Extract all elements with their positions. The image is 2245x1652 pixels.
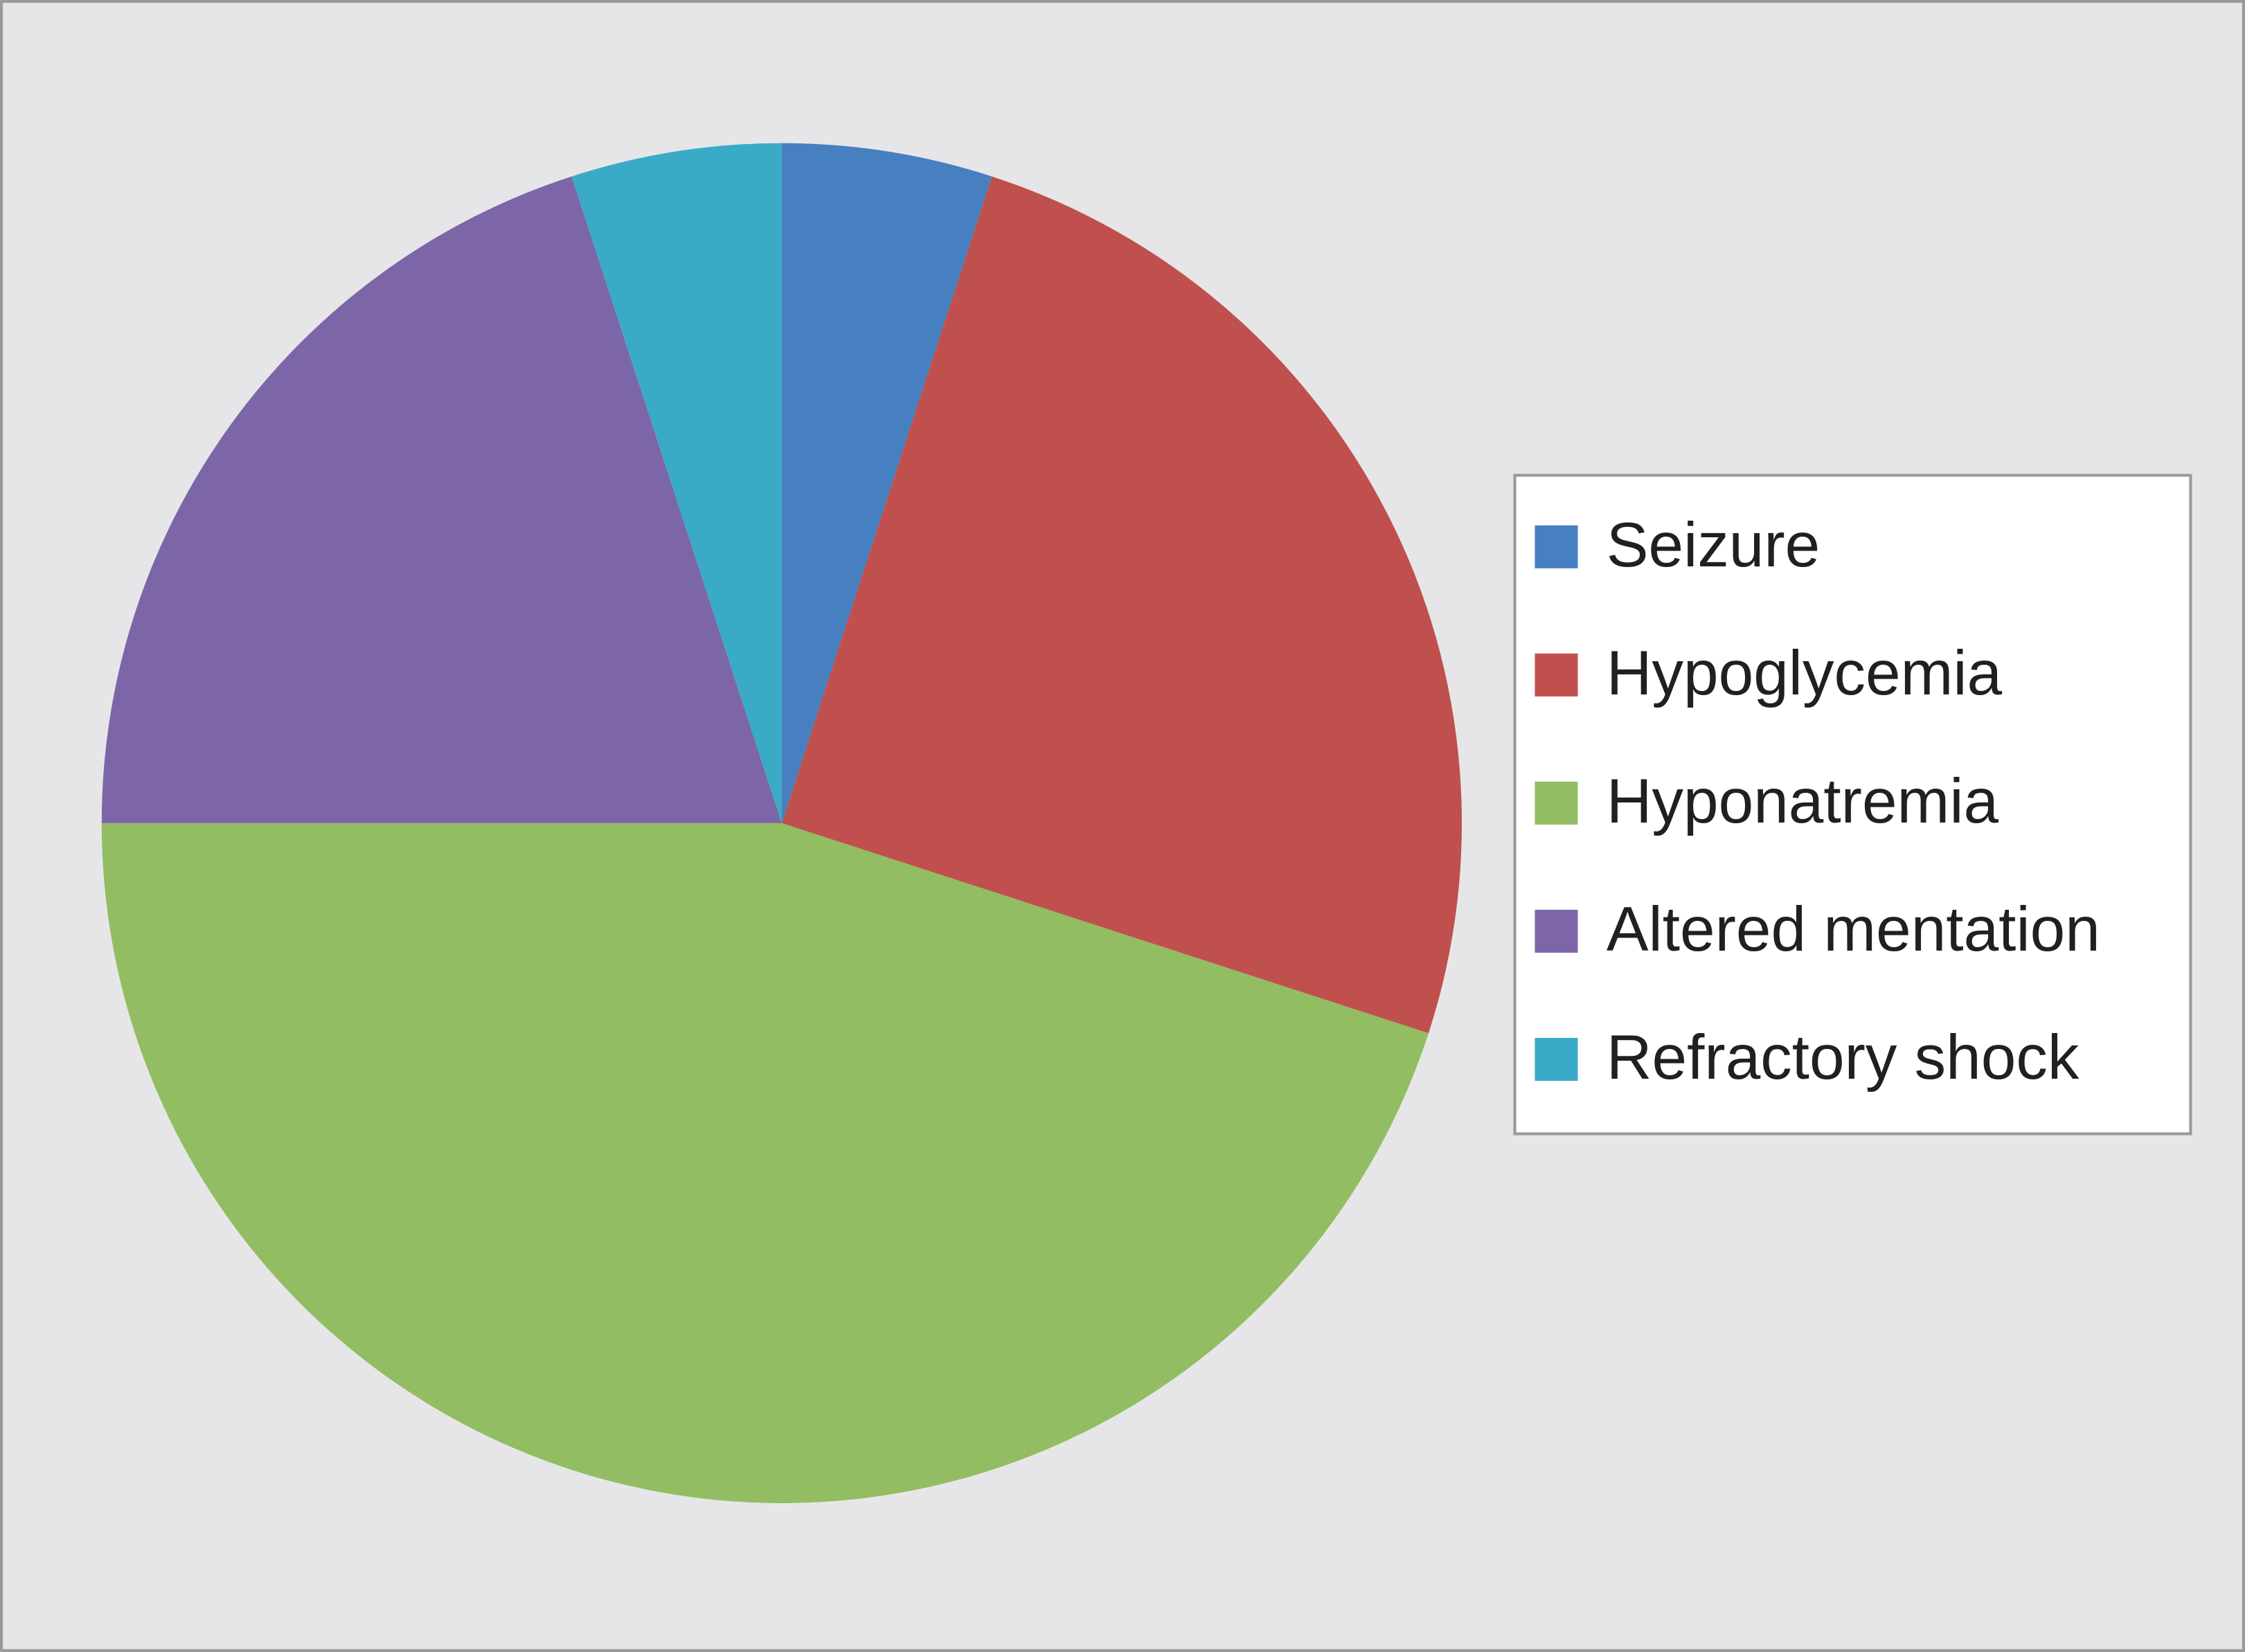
- legend-swatch: [1535, 909, 1578, 953]
- pie-slice: [571, 143, 782, 823]
- legend-swatch: [1535, 653, 1578, 697]
- legend: Seizure Hypoglycemia Hyponatremia Altered m…: [1513, 474, 2192, 1135]
- pie-slice: [101, 823, 1429, 1503]
- pie: [101, 143, 1463, 1503]
- legend-label: Seizure: [1607, 510, 1820, 580]
- legend-label: Altered mentation: [1607, 895, 2100, 964]
- legend-swatch: [1535, 1038, 1578, 1081]
- legend-label: Hypoglycemia: [1607, 638, 2003, 708]
- legend-swatch: [1535, 781, 1578, 825]
- pie-slice: [101, 176, 782, 823]
- legend-swatch: [1535, 525, 1578, 568]
- legend-label: Refractory shock: [1607, 1023, 2079, 1093]
- pie-slice: [781, 143, 992, 823]
- pie-slice: [781, 176, 1463, 1034]
- legend-box: [1513, 474, 2192, 1135]
- legend-label: Hyponatremia: [1607, 766, 1999, 836]
